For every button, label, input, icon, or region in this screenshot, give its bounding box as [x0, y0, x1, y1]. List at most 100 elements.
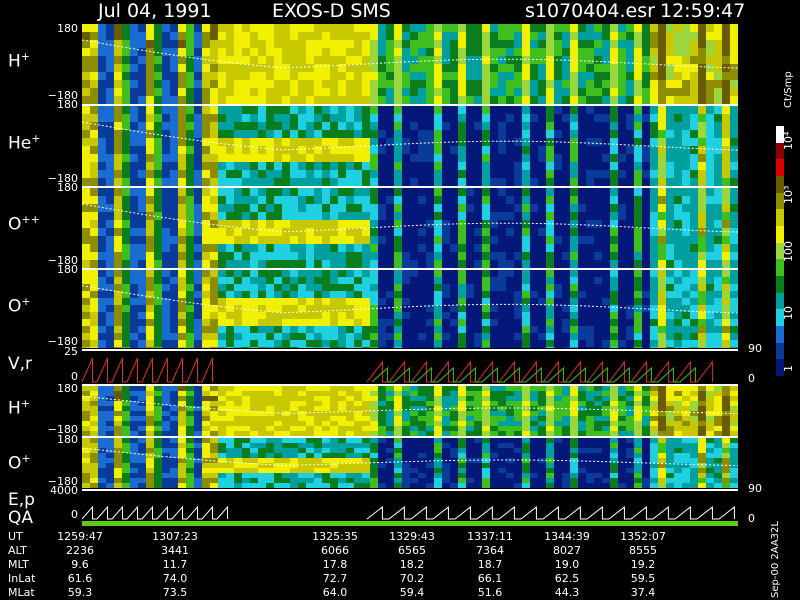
- spectrogram-cell: [346, 386, 354, 391]
- spectrogram-cell: [698, 312, 706, 319]
- spectrogram-cell: [274, 326, 282, 333]
- spectrogram-cell: [658, 284, 666, 291]
- spectrogram-cell: [610, 468, 618, 473]
- spectrogram-cell: [170, 72, 178, 80]
- spectrogram-cell: [594, 138, 602, 146]
- spectrogram-cell: [458, 252, 466, 260]
- spectrogram-cell: [690, 204, 698, 212]
- spectrogram-cell: [354, 340, 362, 347]
- spectrogram-cell: [82, 188, 90, 196]
- spectrogram-cell: [386, 260, 394, 268]
- spectrogram-cell: [282, 154, 290, 162]
- spectrogram-cell: [186, 48, 194, 56]
- title-time: 12:59:47: [660, 0, 746, 22]
- spectrogram-cell: [402, 56, 410, 64]
- spectrogram-cell: [482, 244, 490, 252]
- spectrogram-cell: [298, 386, 306, 391]
- spectrogram-cell: [434, 122, 442, 130]
- spectrogram-cell: [322, 426, 330, 431]
- spectrogram-cell: [402, 24, 410, 32]
- spectrogram-cell: [618, 106, 626, 114]
- spectrogram-cell: [306, 453, 314, 458]
- spectrogram-cell: [522, 72, 530, 80]
- spectrogram-cell: [474, 421, 482, 426]
- spectrogram-cell: [458, 24, 466, 32]
- spectrogram-cell: [418, 178, 426, 186]
- spectrogram-cell: [338, 252, 346, 260]
- spectrogram-cell: [690, 80, 698, 88]
- spectrogram-cell: [154, 122, 162, 130]
- spectrogram-cell: [602, 32, 610, 40]
- spectrogram-cell: [266, 244, 274, 252]
- spectrogram-cell: [210, 340, 218, 347]
- spectrogram-cell: [370, 396, 378, 401]
- spectrogram-cell: [442, 122, 450, 130]
- spectrogram-cell: [642, 146, 650, 154]
- spectrogram-cell: [650, 122, 658, 130]
- spectrogram-cell: [426, 483, 434, 488]
- spectrogram-cell: [218, 298, 226, 305]
- spectrogram-cell: [610, 188, 618, 196]
- spectrogram-cell: [650, 220, 658, 228]
- spectrogram-cell: [634, 401, 642, 406]
- spectrogram-cell: [354, 146, 362, 154]
- spectrogram-cell: [258, 284, 266, 291]
- spectrogram-cell: [162, 458, 170, 463]
- spectrogram-cell: [242, 291, 250, 298]
- spectrogram-cell: [346, 277, 354, 284]
- spectrogram-cell: [138, 391, 146, 396]
- spectrogram-cell: [242, 448, 250, 453]
- spectrogram-cell: [474, 298, 482, 305]
- spectrogram-cell: [98, 478, 106, 483]
- spectrogram-cell: [546, 277, 554, 284]
- spectrogram-cell: [338, 416, 346, 421]
- spectrogram-cell: [538, 138, 546, 146]
- spectrogram-cell: [506, 32, 514, 40]
- spectrogram-cell: [546, 438, 554, 443]
- spectrogram-cell: [442, 340, 450, 347]
- spectrogram-cell: [586, 386, 594, 391]
- spectrogram-cell: [290, 416, 298, 421]
- spectrogram-cell: [242, 468, 250, 473]
- spectrogram-cell: [602, 162, 610, 170]
- spectrogram-cell: [346, 270, 354, 277]
- spectrogram-cell: [594, 72, 602, 80]
- spectrogram-cell: [642, 154, 650, 162]
- spectrogram-cell: [250, 340, 258, 347]
- spectrogram-cell: [106, 56, 114, 64]
- spectrogram-cell: [610, 252, 618, 260]
- spectrogram-cell: [306, 80, 314, 88]
- spectrogram-cell: [258, 458, 266, 463]
- spectrogram-cell: [562, 114, 570, 122]
- spectrogram-cell: [450, 32, 458, 40]
- spectrogram-cell: [194, 438, 202, 443]
- spectrogram-cell: [130, 396, 138, 401]
- spectrogram-cell: [730, 130, 738, 138]
- spectrogram-cell: [314, 443, 322, 448]
- spectrogram-cell: [570, 64, 578, 72]
- spectrogram-cell: [650, 333, 658, 340]
- spectrogram-cell: [586, 284, 594, 291]
- spectrogram-cell: [242, 326, 250, 333]
- spectrogram-cell: [418, 401, 426, 406]
- spectrogram-cell: [146, 188, 154, 196]
- spectrogram-cell: [330, 96, 338, 104]
- spectrogram-cell: [170, 228, 178, 236]
- spectrogram-cell: [162, 32, 170, 40]
- spectrogram-cell: [514, 333, 522, 340]
- spectrogram-cell: [162, 291, 170, 298]
- spectrogram-cell: [106, 24, 114, 32]
- spectrogram-cell: [602, 80, 610, 88]
- spectrogram-cell: [170, 438, 178, 443]
- spectrogram-cell: [354, 270, 362, 277]
- spectrogram-cell: [434, 228, 442, 236]
- spectrogram-cell: [362, 32, 370, 40]
- spectrogram-cell: [178, 411, 186, 416]
- spectrogram-cell: [186, 196, 194, 204]
- spectrogram-cell: [674, 154, 682, 162]
- spectrogram-cell: [490, 228, 498, 236]
- spectrogram-cell: [730, 319, 738, 326]
- spectrogram-cell: [306, 178, 314, 186]
- spectrogram-cell: [314, 56, 322, 64]
- spectrogram-cell: [402, 88, 410, 96]
